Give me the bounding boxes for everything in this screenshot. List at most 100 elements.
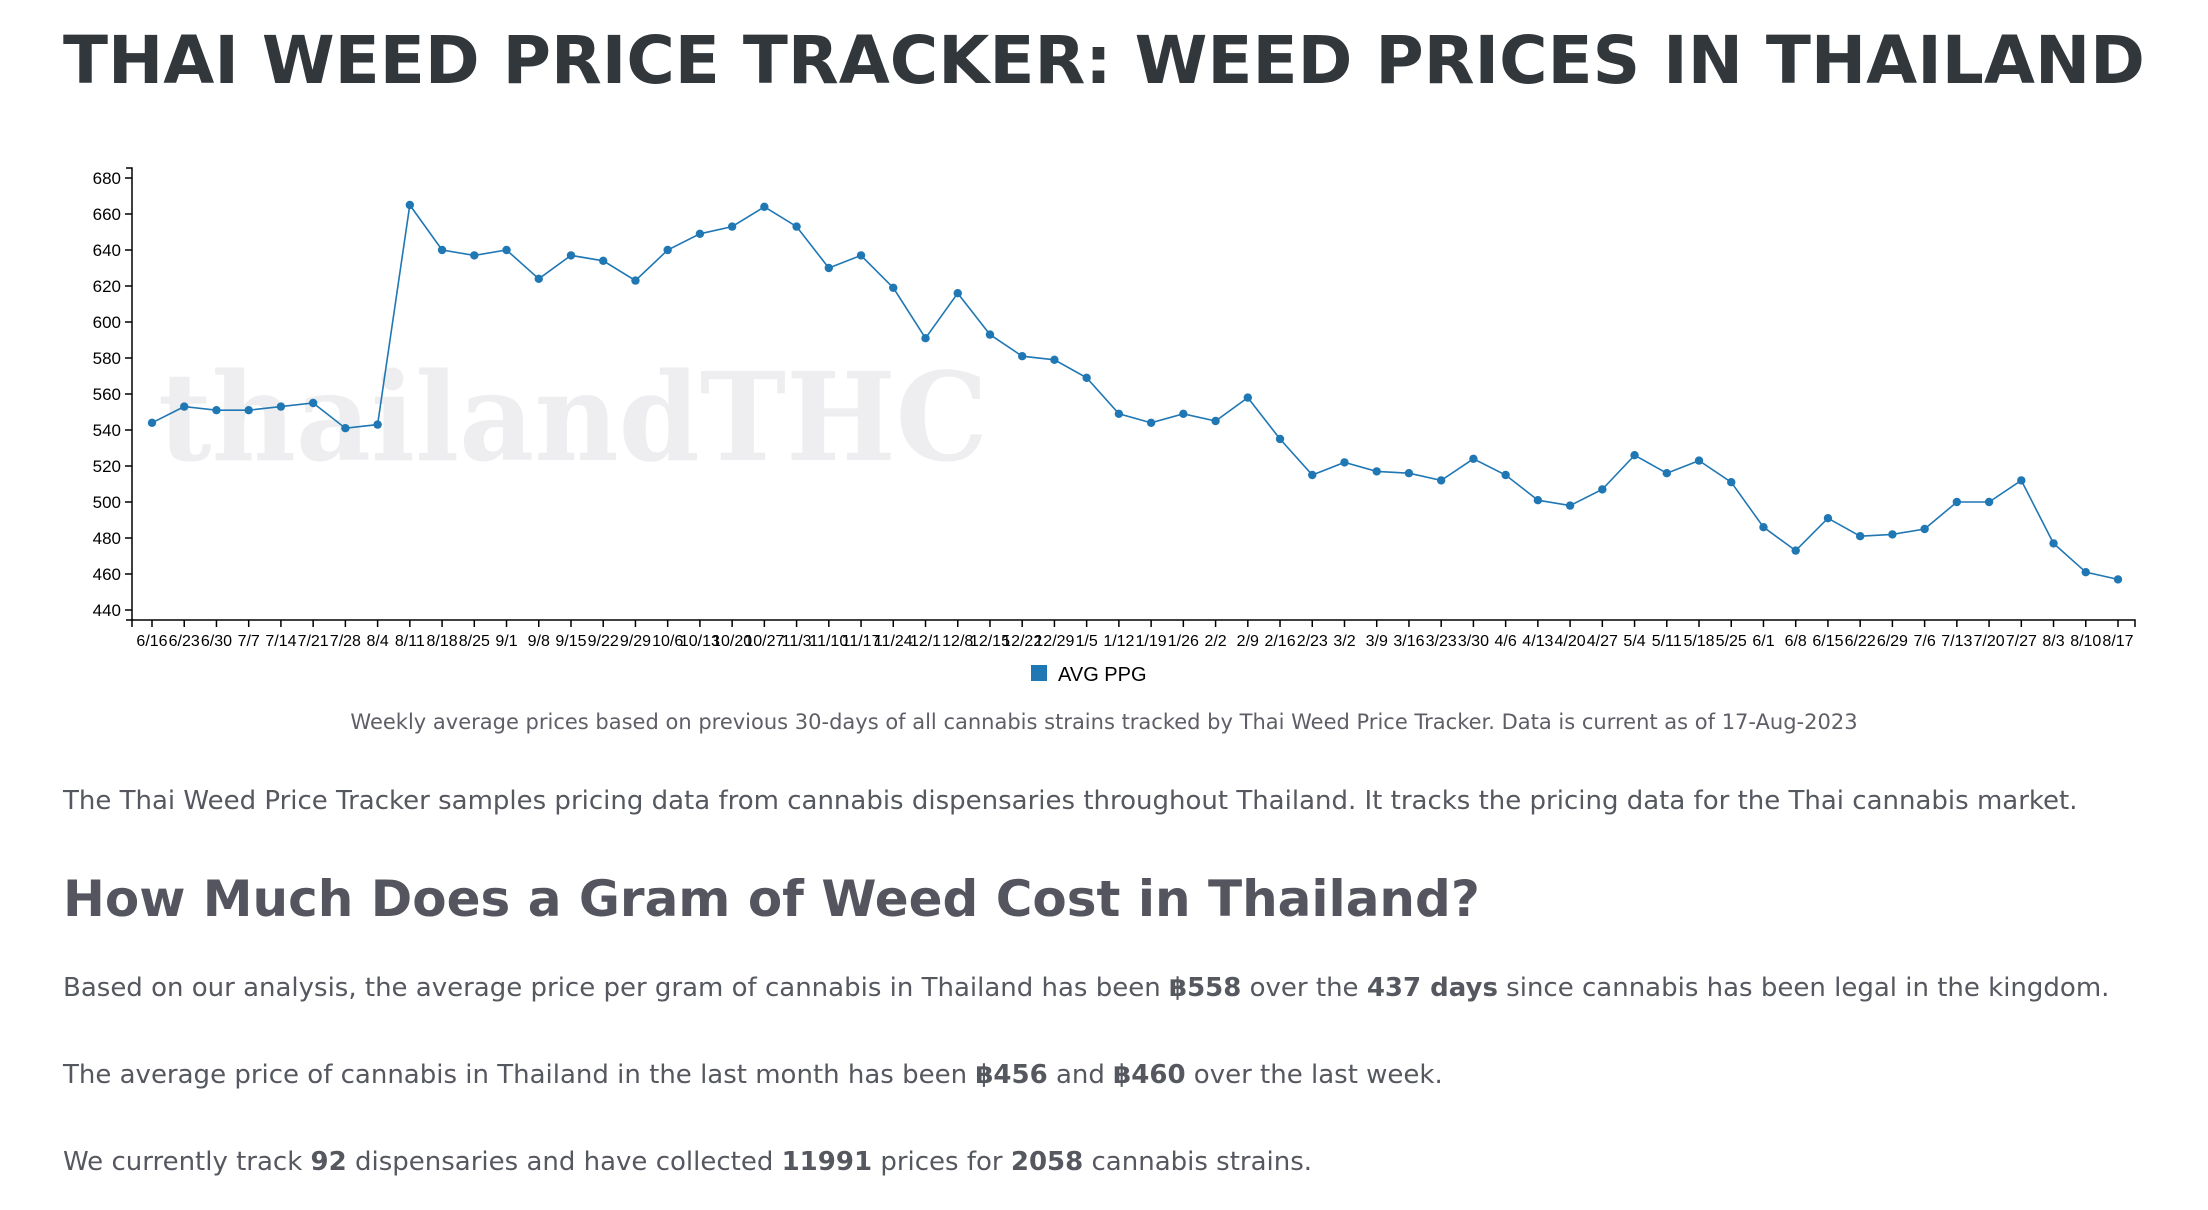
x-tick-label: 11/3 [782, 633, 812, 650]
x-tick-label: 7/20 [1974, 633, 2005, 650]
data-point [1565, 501, 1575, 510]
y-tick-label: 560 [93, 385, 121, 404]
data-point [1823, 514, 1833, 523]
x-tick-label: 10/6 [652, 633, 683, 650]
legend-label: AVG PPG [1058, 664, 1147, 686]
tracking-stats-paragraph: We currently track 92 dispensaries and h… [63, 1147, 1312, 1177]
p2-text-3: over the last week. [1185, 1060, 1443, 1090]
x-tick-label: 3/30 [1458, 633, 1489, 650]
x-axis-line [131, 619, 2136, 627]
p3-text-1: We currently track [63, 1147, 311, 1177]
data-point [502, 245, 511, 255]
x-tick-label: 3/2 [1333, 633, 1355, 650]
data-point [276, 402, 286, 411]
x-tick-label: 8/3 [2042, 633, 2064, 650]
chart-caption: Weekly average prices based on previous … [350, 710, 1858, 734]
x-tick-label: 8/4 [366, 633, 388, 650]
data-point [308, 398, 318, 408]
p2-text-2: and [1047, 1060, 1114, 1090]
data-point [1662, 469, 1671, 478]
series-line-avg-ppg [151, 202, 2119, 581]
chart-series [147, 200, 2123, 584]
data-point [1791, 546, 1800, 555]
data-point [1050, 355, 1059, 364]
page-title: THAI WEED PRICE TRACKER: WEED PRICES IN … [63, 22, 2145, 99]
y-tick-label: 520 [93, 457, 121, 476]
data-point [1501, 470, 1510, 480]
data-point [889, 283, 898, 292]
y-tick-label: 440 [93, 601, 121, 620]
data-point [1727, 478, 1736, 487]
x-tick-label: 7/7 [238, 633, 260, 650]
y-tick-label: 660 [93, 205, 121, 224]
average-price-paragraph: Based on our analysis, the average price… [63, 973, 2109, 1003]
data-point [599, 256, 608, 265]
p3-text-4: cannabis strains. [1083, 1147, 1313, 1177]
strain-count: 2058 [1010, 1147, 1084, 1177]
data-point [2049, 539, 2058, 548]
p3-text-2: dispensaries and have collected [346, 1147, 782, 1177]
x-tick-label: 3/9 [1366, 633, 1388, 650]
x-tick-label: 9/15 [555, 633, 586, 650]
x-tick-label: 5/11 [1652, 633, 1682, 650]
x-tick-label: 4/20 [1555, 633, 1586, 650]
data-point [824, 263, 834, 273]
data-point [470, 251, 479, 260]
x-tick-label: 2/2 [1204, 633, 1226, 650]
y-tick-label: 620 [93, 277, 121, 296]
x-tick-label: 12/8 [942, 633, 973, 650]
chart-axes: 440 460 480 500 520 540 560 580 600 620 640 660 680 6… [93, 167, 2136, 650]
x-tick-label: 6/22 [1845, 633, 1876, 650]
x-tick-label: 3/16 [1393, 633, 1424, 650]
x-tick-label: 4/13 [1522, 633, 1553, 650]
y-tick-label: 540 [93, 421, 121, 440]
data-point [921, 334, 930, 343]
x-tick-label: 5/25 [1716, 633, 1747, 650]
x-tick-label: 6/8 [1785, 633, 1807, 650]
days-legal-value: 437 days [1366, 973, 1498, 1003]
data-point [1759, 523, 1768, 532]
x-tick-label: 1/26 [1168, 633, 1199, 650]
x-tick-label: 9/29 [620, 633, 651, 650]
data-point [1855, 532, 1865, 541]
data-point [1404, 469, 1414, 478]
section-heading: How Much Does a Gram of Weed Cost in Tha… [63, 870, 1480, 928]
data-point [1630, 451, 1639, 460]
y-tick-label: 580 [93, 349, 121, 368]
data-point [2081, 568, 2090, 577]
data-point [1082, 373, 1091, 382]
data-point [695, 229, 705, 238]
x-tick-label: 9/1 [495, 633, 517, 650]
data-point [1372, 467, 1381, 476]
x-tick-label: 2/9 [1237, 633, 1259, 650]
p1-text-2: over the [1241, 973, 1367, 1003]
x-tick-label: 12/29 [1034, 633, 1074, 650]
data-point [663, 245, 672, 255]
y-tick-label: 640 [93, 241, 121, 260]
data-point [1436, 476, 1446, 485]
last-month-price-value: ฿456 [975, 1060, 1048, 1090]
chart-watermark: thailandTHC [158, 345, 988, 489]
y-tick-label: 500 [93, 493, 121, 512]
data-point [341, 424, 350, 433]
data-point [792, 222, 801, 231]
x-tick-label: 9/22 [588, 633, 619, 650]
y-tick-label: 680 [93, 169, 121, 188]
x-tick-label: 7/28 [330, 633, 361, 650]
x-tick-label: 11/17 [842, 633, 881, 650]
data-point [373, 420, 382, 429]
data-point [1017, 352, 1027, 361]
x-tick-label: 6/29 [1877, 633, 1908, 650]
data-point [1952, 497, 1962, 507]
data-point [953, 289, 962, 298]
x-tick-label: 7/13 [1941, 633, 1972, 650]
x-tick-label: 12/1 [910, 633, 941, 650]
x-tick-label: 7/14 [265, 633, 296, 650]
x-tick-label: 9/8 [528, 633, 550, 650]
y-tick-label: 480 [93, 529, 121, 548]
data-point [1598, 485, 1607, 494]
x-tick-label: 7/21 [298, 633, 329, 650]
x-tick-label: 7/6 [1913, 633, 1935, 650]
x-tick-label: 3/23 [1426, 633, 1457, 650]
data-point [147, 418, 157, 427]
